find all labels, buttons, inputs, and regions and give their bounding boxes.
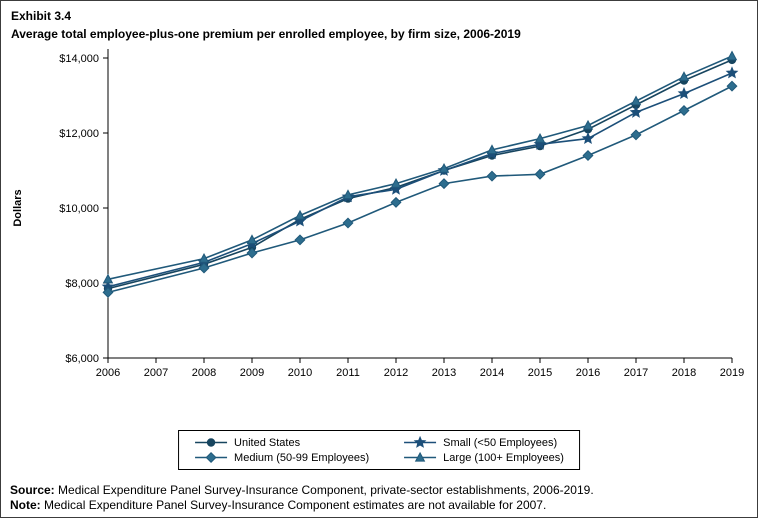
legend-item-medium: Medium (50-99 Employees) (194, 451, 369, 464)
diamond-marker (294, 234, 306, 246)
source-note: Source: Medical Expenditure Panel Survey… (10, 483, 594, 498)
star-marker (677, 86, 691, 100)
x-tick-label: 2010 (288, 367, 312, 379)
x-tick-label: 2018 (672, 367, 696, 379)
premium-line-chart: $6,000 $8,000 $10,000 $12,000 $14,000 2006 200… (12, 49, 744, 379)
x-tick-label: 2012 (384, 367, 408, 379)
y-tick-label: $12,000 (59, 128, 99, 140)
triangle-marker (414, 451, 426, 462)
diamond-marker (205, 451, 217, 464)
legend-item-united-states: United States (194, 436, 369, 449)
series-line (107, 55, 733, 281)
triangle-marker (294, 209, 306, 220)
triangle-marker (630, 95, 642, 106)
y-tick-label: $6,000 (65, 353, 99, 365)
x-tick-label: 2007 (144, 367, 168, 379)
legend-label-small: Small (<50 Employees) (443, 436, 558, 449)
triangle-marker (438, 162, 450, 173)
note-text: Medical Expenditure Panel Survey-Insuran… (44, 498, 547, 512)
diamond-marker-icon (195, 451, 228, 464)
circle-marker-icon (195, 438, 228, 447)
chart-footer: Source: Medical Expenditure Panel Survey… (10, 483, 594, 513)
diamond-marker (246, 247, 258, 259)
triangle-marker (582, 119, 594, 130)
note-label: Note: (10, 498, 41, 512)
triangle-marker (246, 234, 258, 244)
circle-marker (206, 438, 216, 447)
availability-note: Note: Medical Expenditure Panel Survey-I… (10, 498, 594, 513)
source-text: Medical Expenditure Panel Survey-Insuran… (58, 483, 594, 497)
star-marker-icon (404, 436, 437, 448)
diamond-marker (630, 129, 642, 141)
chart-header: Exhibit 3.4 Average total employee-plus-… (11, 9, 747, 41)
x-tick-label: 2013 (432, 367, 456, 379)
triangle-marker (390, 177, 402, 188)
diamond-marker (582, 149, 594, 162)
chart-title: Average total employee-plus-one premium … (11, 27, 521, 41)
x-tick-label: 2016 (576, 367, 600, 379)
legend-label-large: Large (100+ Employees) (443, 451, 564, 464)
triangle-marker (678, 71, 690, 81)
x-tick-label: 2011 (336, 367, 360, 379)
x-tick-label: 2009 (240, 367, 264, 379)
x-tick-label: 2017 (624, 367, 648, 379)
triangle-marker-icon (404, 451, 437, 462)
triangle-marker (486, 144, 498, 154)
star-marker (629, 105, 643, 118)
legend-item-large: Large (100+ Employees) (403, 451, 564, 464)
triangle-marker (198, 252, 210, 263)
diamond-marker (390, 196, 402, 208)
chart-legend: United States Small (<50 Employees) Medium… (178, 430, 580, 470)
y-tick-label: $8,000 (65, 278, 99, 290)
legend-label-medium: Medium (50-99 Employees) (234, 451, 370, 464)
x-tick-label: 2019 (720, 367, 744, 379)
diamond-marker (198, 262, 210, 274)
series-large (102, 50, 738, 284)
series-united-states (103, 55, 737, 293)
series-line (107, 59, 733, 290)
star-marker (413, 436, 427, 448)
diamond-marker (678, 104, 690, 117)
exhibit-number: Exhibit 3.4 (11, 9, 72, 23)
y-tick-label: $14,000 (59, 53, 99, 65)
diamond-marker (438, 178, 450, 190)
star-marker (581, 131, 595, 145)
diamond-marker (102, 286, 114, 298)
x-tick-label: 2015 (528, 367, 552, 379)
triangle-marker (102, 273, 114, 284)
triangle-marker (342, 189, 354, 199)
y-axis-title: Dollars (12, 189, 24, 226)
diamond-marker (486, 170, 498, 182)
star-marker (725, 66, 739, 79)
legend-item-small: Small (<50 Employees) (403, 436, 564, 449)
triangle-marker (726, 50, 738, 61)
x-tick-label: 2014 (480, 367, 504, 379)
diamond-marker (342, 217, 354, 229)
x-tick-label: 2008 (192, 367, 216, 379)
y-tick-label: $10,000 (59, 203, 99, 215)
legend-label-united-states: United States (234, 436, 301, 449)
diamond-marker (534, 168, 546, 180)
source-label: Source: (10, 483, 55, 497)
x-tick-label: 2006 (96, 367, 120, 379)
triangle-marker (534, 132, 546, 143)
series-medium (102, 80, 738, 298)
diamond-marker (726, 80, 738, 92)
